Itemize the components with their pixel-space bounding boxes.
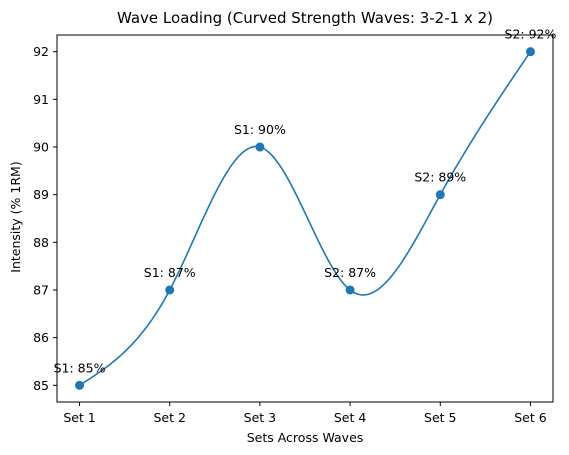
y-tick-label: 92 bbox=[33, 44, 49, 59]
y-tick-label: 85 bbox=[33, 378, 49, 393]
y-tick-label: 87 bbox=[33, 282, 49, 297]
data-point bbox=[255, 142, 265, 152]
chart-title: Wave Loading (Curved Strength Waves: 3-2… bbox=[117, 9, 493, 27]
y-tick-label: 86 bbox=[33, 330, 49, 345]
x-tick-label: Set 2 bbox=[154, 410, 186, 425]
data-label: S2: 89% bbox=[414, 170, 466, 185]
y-tick-label: 91 bbox=[33, 92, 49, 107]
plot-area: 85 86 87 88 89 90 91 92 Set 1 Set 2 Set 3 Set 4 Set … bbox=[33, 27, 556, 425]
data-point bbox=[165, 285, 175, 295]
data-point bbox=[435, 190, 445, 200]
y-tick-label: 89 bbox=[33, 187, 49, 202]
y-tick-label: 90 bbox=[33, 140, 49, 155]
plot-frame bbox=[56, 34, 554, 403]
series-line bbox=[79, 51, 532, 386]
x-tick-label: Set 5 bbox=[424, 410, 456, 425]
x-axis-label: Sets Across Waves bbox=[247, 430, 364, 445]
data-label: S2: 92% bbox=[505, 27, 557, 42]
x-tick-label: Set 1 bbox=[63, 410, 95, 425]
data-label: S1: 87% bbox=[144, 265, 196, 280]
data-point bbox=[345, 285, 355, 295]
y-tick-label: 88 bbox=[33, 235, 49, 250]
x-tick-label: Set 3 bbox=[244, 410, 276, 425]
data-label: S1: 90% bbox=[234, 122, 286, 137]
data-point bbox=[525, 47, 535, 57]
data-label: S2: 87% bbox=[324, 265, 376, 280]
data-point bbox=[75, 380, 85, 390]
data-label: S1: 85% bbox=[54, 360, 106, 375]
y-axis-label: Intensity (% 1RM) bbox=[8, 161, 23, 272]
x-tick-label: Set 4 bbox=[334, 410, 366, 425]
x-tick-label: Set 6 bbox=[514, 410, 546, 425]
